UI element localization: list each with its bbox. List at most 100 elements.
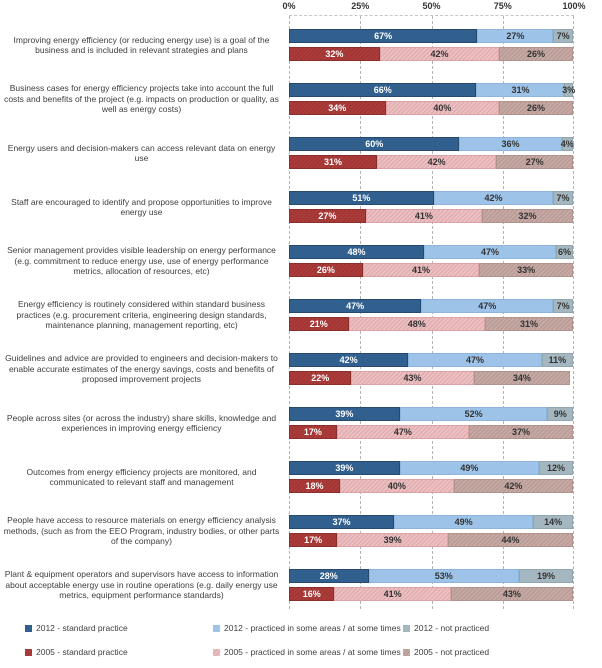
- segment-2012-some: 36%: [459, 137, 562, 151]
- segment-2012-some: 42%: [433, 191, 554, 205]
- segment-2005-not: 27%: [496, 155, 573, 169]
- category-row: People across sites (or across the indus…: [0, 396, 602, 450]
- category-row: Energy users and decision-makers can acc…: [0, 126, 602, 180]
- segment-2005-some: 42%: [379, 47, 500, 61]
- legend-item-2012-standard: 2012 - standard practice: [25, 623, 128, 633]
- category-label: Senior management provides visible leade…: [7, 245, 276, 277]
- legend-label: 2005 - not practiced: [414, 647, 490, 657]
- segment-2005-some: 40%: [340, 479, 454, 493]
- segment-2012-some: 49%: [399, 461, 539, 475]
- legend-label: 2012 - standard practice: [36, 623, 128, 633]
- bar-2012: 39% 52% 9%: [289, 407, 573, 421]
- segment-2012-not: 4%: [560, 137, 574, 151]
- segment-2012-standard: 67%: [289, 29, 478, 43]
- bar-2012: 28% 53% 19%: [289, 569, 573, 583]
- legend-item-2005-standard: 2005 - standard practice: [25, 647, 128, 657]
- legend-item-2012-some: 2012 - practiced in some areas / at some…: [213, 623, 401, 633]
- category-label: Improving energy efficiency (or reducing…: [13, 34, 270, 56]
- segment-2012-not: 9%: [547, 407, 573, 421]
- segment-2005-standard: 34%: [289, 101, 386, 115]
- category-label: Outcomes from energy efficiency projects…: [26, 466, 257, 488]
- segment-2012-standard: 60%: [289, 137, 460, 151]
- segment-2005-standard: 32%: [289, 47, 380, 61]
- bar-2012: 51% 42% 7%: [289, 191, 573, 205]
- bar-2012: 42% 47% 11%: [289, 353, 573, 367]
- segment-2005-standard: 22%: [289, 371, 352, 385]
- bar-pair: 42% 47% 11% 22% 43% 34%: [289, 353, 573, 385]
- legend-swatch-2005-some: [213, 648, 220, 656]
- category-row: Plant & equipment operators and supervis…: [0, 558, 602, 612]
- segment-2005-some: 41%: [334, 587, 451, 601]
- category-row: Senior management provides visible leade…: [0, 234, 602, 288]
- legend-item-2005-some: 2005 - practiced in some areas / at some…: [213, 647, 401, 657]
- legend-label: 2005 - standard practice: [36, 647, 128, 657]
- legend-item-2012-not: 2012 - not practiced: [403, 623, 489, 633]
- bar-2012: 47% 47% 7%: [289, 299, 574, 313]
- bar-pair: 66% 31% 3% 34% 40% 26%: [289, 83, 576, 115]
- segment-2005-some: 41%: [365, 209, 483, 223]
- bar-2005: 17% 47% 37%: [289, 425, 573, 439]
- segment-2012-some: 47%: [421, 299, 554, 313]
- bar-2005: 31% 42% 27%: [289, 155, 573, 169]
- bar-pair: 28% 53% 19% 16% 41% 43%: [289, 569, 573, 601]
- segment-2012-some: 47%: [423, 245, 557, 259]
- category-label: Staff are encouraged to identify and pro…: [11, 196, 272, 218]
- bar-pair: 48% 47% 6% 26% 41% 33%: [289, 245, 573, 277]
- chart-rows: Improving energy efficiency (or reducing…: [0, 18, 602, 612]
- segment-2005-some: 41%: [362, 263, 480, 277]
- category-label: Energy users and decision-makers can acc…: [7, 142, 276, 164]
- bar-2012: 67% 27% 7%: [289, 29, 573, 43]
- bar-pair: 51% 42% 7% 27% 41% 32%: [289, 191, 573, 223]
- category-label: Guidelines and advice are provided to en…: [5, 353, 278, 385]
- bar-2012: 37% 49% 14%: [289, 515, 573, 529]
- bar-2005: 18% 40% 42%: [289, 479, 573, 493]
- category-label: People across sites (or across the indus…: [6, 412, 277, 434]
- segment-2005-not: 44%: [448, 533, 573, 547]
- segment-2005-some: 48%: [348, 317, 485, 331]
- segment-2005-standard: 27%: [289, 209, 366, 223]
- segment-2012-not: 12%: [538, 461, 573, 475]
- legend-swatch-2012-not: [403, 624, 410, 632]
- category-row: Staff are encouraged to identify and pro…: [0, 180, 602, 234]
- segment-2012-standard: 51%: [289, 191, 434, 205]
- segment-2005-some: 43%: [351, 371, 474, 385]
- segment-2012-not: 3%: [562, 83, 576, 97]
- category-label: Energy efficiency is routinely considere…: [16, 299, 267, 331]
- bar-2005: 17% 39% 44%: [289, 533, 573, 547]
- bar-2012: 66% 31% 3%: [289, 83, 576, 97]
- bar-pair: 47% 47% 7% 21% 48% 31%: [289, 299, 574, 331]
- category-row: Energy efficiency is routinely considere…: [0, 288, 602, 342]
- segment-2012-standard: 66%: [289, 83, 477, 97]
- category-row: Guidelines and advice are provided to en…: [0, 342, 602, 396]
- legend-swatch-2012-some: [213, 624, 220, 632]
- bar-2005: 27% 41% 32%: [289, 209, 573, 223]
- category-row: Business cases for energy efficiency pro…: [0, 72, 602, 126]
- legend-label: 2005 - practiced in some areas / at some…: [224, 647, 401, 657]
- category-row: Improving energy efficiency (or reducing…: [0, 18, 602, 72]
- bar-pair: 39% 49% 12% 18% 40% 42%: [289, 461, 573, 493]
- axis-tick-label: 0%: [282, 1, 296, 11]
- segment-2005-some: 40%: [385, 101, 500, 115]
- category-row: Outcomes from energy efficiency projects…: [0, 450, 602, 504]
- segment-2005-not: 34%: [473, 371, 571, 385]
- segment-2012-not: 7%: [553, 191, 573, 205]
- bar-2005: 16% 41% 43%: [289, 587, 573, 601]
- bar-pair: 67% 27% 7% 32% 42% 26%: [289, 29, 573, 61]
- category-label: Business cases for energy efficiency pro…: [4, 83, 279, 115]
- axis-tick-label: 50%: [422, 1, 441, 11]
- segment-2005-not: 43%: [450, 587, 573, 601]
- category-row: People have access to resource materials…: [0, 504, 602, 558]
- segment-2005-standard: 16%: [289, 587, 335, 601]
- segment-2012-standard: 39%: [289, 461, 400, 475]
- segment-2012-not: 6%: [556, 245, 573, 259]
- segment-2005-some: 39%: [337, 533, 449, 547]
- legend-swatch-2012-standard: [25, 624, 32, 632]
- segment-2012-some: 27%: [477, 29, 554, 43]
- bar-2005: 26% 41% 33%: [289, 263, 573, 277]
- segment-2005-not: 33%: [479, 263, 573, 277]
- segment-2005-standard: 18%: [289, 479, 341, 493]
- segment-2005-not: 42%: [453, 479, 573, 493]
- legend-swatch-2005-not: [403, 648, 410, 656]
- bar-2005: 34% 40% 26%: [289, 101, 573, 115]
